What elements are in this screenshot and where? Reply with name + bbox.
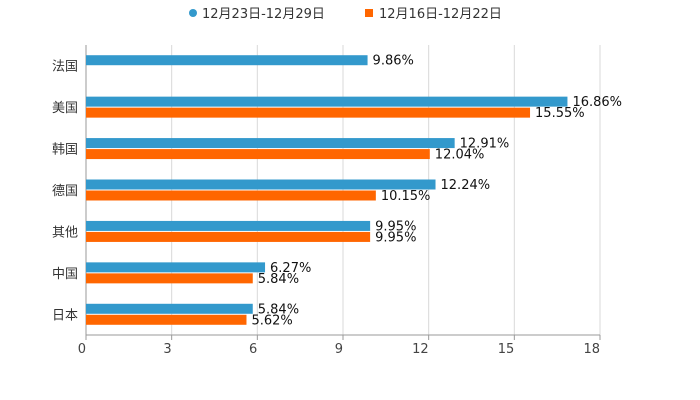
x-tick-label: 18 bbox=[583, 342, 600, 357]
data-label-series-2: 10.15% bbox=[381, 189, 431, 204]
legend: 12月23日-12月29日 12月16日-12月22日 bbox=[189, 7, 502, 22]
bars bbox=[86, 55, 568, 325]
category-label: 德国 bbox=[52, 184, 78, 199]
x-tick-label: 12 bbox=[412, 342, 429, 357]
bar-series-1 bbox=[86, 179, 436, 190]
category-label: 韩国 bbox=[52, 143, 78, 158]
bar-series-2 bbox=[86, 231, 371, 242]
bar-series-2 bbox=[86, 273, 253, 284]
bar-series-1 bbox=[86, 262, 266, 273]
category-label: 日本 bbox=[52, 308, 78, 323]
grid bbox=[85, 45, 601, 340]
legend-marker-series-1 bbox=[189, 9, 197, 17]
legend-label-series-1: 12月23日-12月29日 bbox=[202, 7, 325, 22]
data-label-series-2: 9.95% bbox=[375, 230, 416, 245]
data-label-series-2: 15.55% bbox=[535, 106, 585, 121]
x-tick-label: 9 bbox=[335, 342, 343, 357]
data-label-series-1: 6.27% bbox=[270, 261, 311, 276]
x-tick-label: 6 bbox=[249, 342, 257, 357]
bar-series-1 bbox=[86, 303, 253, 314]
data-labels: 9.86% 16.86%15.55% 12.91%12.04% 12.24% 10.15… bbox=[251, 54, 622, 329]
data-label-series-1: 12.24% bbox=[441, 178, 491, 193]
x-tick-label: 15 bbox=[498, 342, 515, 357]
data-label-series-2: 5.62% bbox=[251, 313, 292, 328]
category-label: 其他 bbox=[52, 225, 78, 240]
category-label: 美国 bbox=[52, 101, 78, 116]
category-label: 法国 bbox=[52, 60, 78, 75]
data-label-series-1: 16.86% bbox=[572, 95, 622, 110]
data-label-series-1: 9.86% bbox=[373, 54, 414, 69]
x-tick-label: 0 bbox=[78, 342, 86, 357]
bar-series-2 bbox=[86, 149, 430, 160]
category-label: 中国 bbox=[52, 267, 78, 282]
bar-series-2 bbox=[86, 190, 376, 201]
bar-series-1 bbox=[86, 220, 371, 231]
data-label-series-1: 5.84% bbox=[258, 302, 299, 317]
data-label-series-1: 12.91% bbox=[460, 137, 510, 152]
data-label-series-1: 9.95% bbox=[375, 219, 416, 234]
bar-series-2 bbox=[86, 314, 247, 325]
bar-series-1 bbox=[86, 96, 568, 107]
bar-series-2 bbox=[86, 107, 531, 118]
x-tick-label: 3 bbox=[163, 342, 171, 357]
data-label-series-2: 5.84% bbox=[258, 272, 299, 287]
bar-series-1 bbox=[86, 55, 368, 66]
legend-label-series-2: 12月16日-12月22日 bbox=[379, 7, 502, 22]
data-label-series-2: 12.04% bbox=[435, 148, 485, 163]
bar-series-1 bbox=[86, 138, 455, 149]
tick-labels: 0 3 6 9 12 15 18 bbox=[78, 342, 600, 357]
legend-marker-series-2 bbox=[365, 9, 373, 17]
